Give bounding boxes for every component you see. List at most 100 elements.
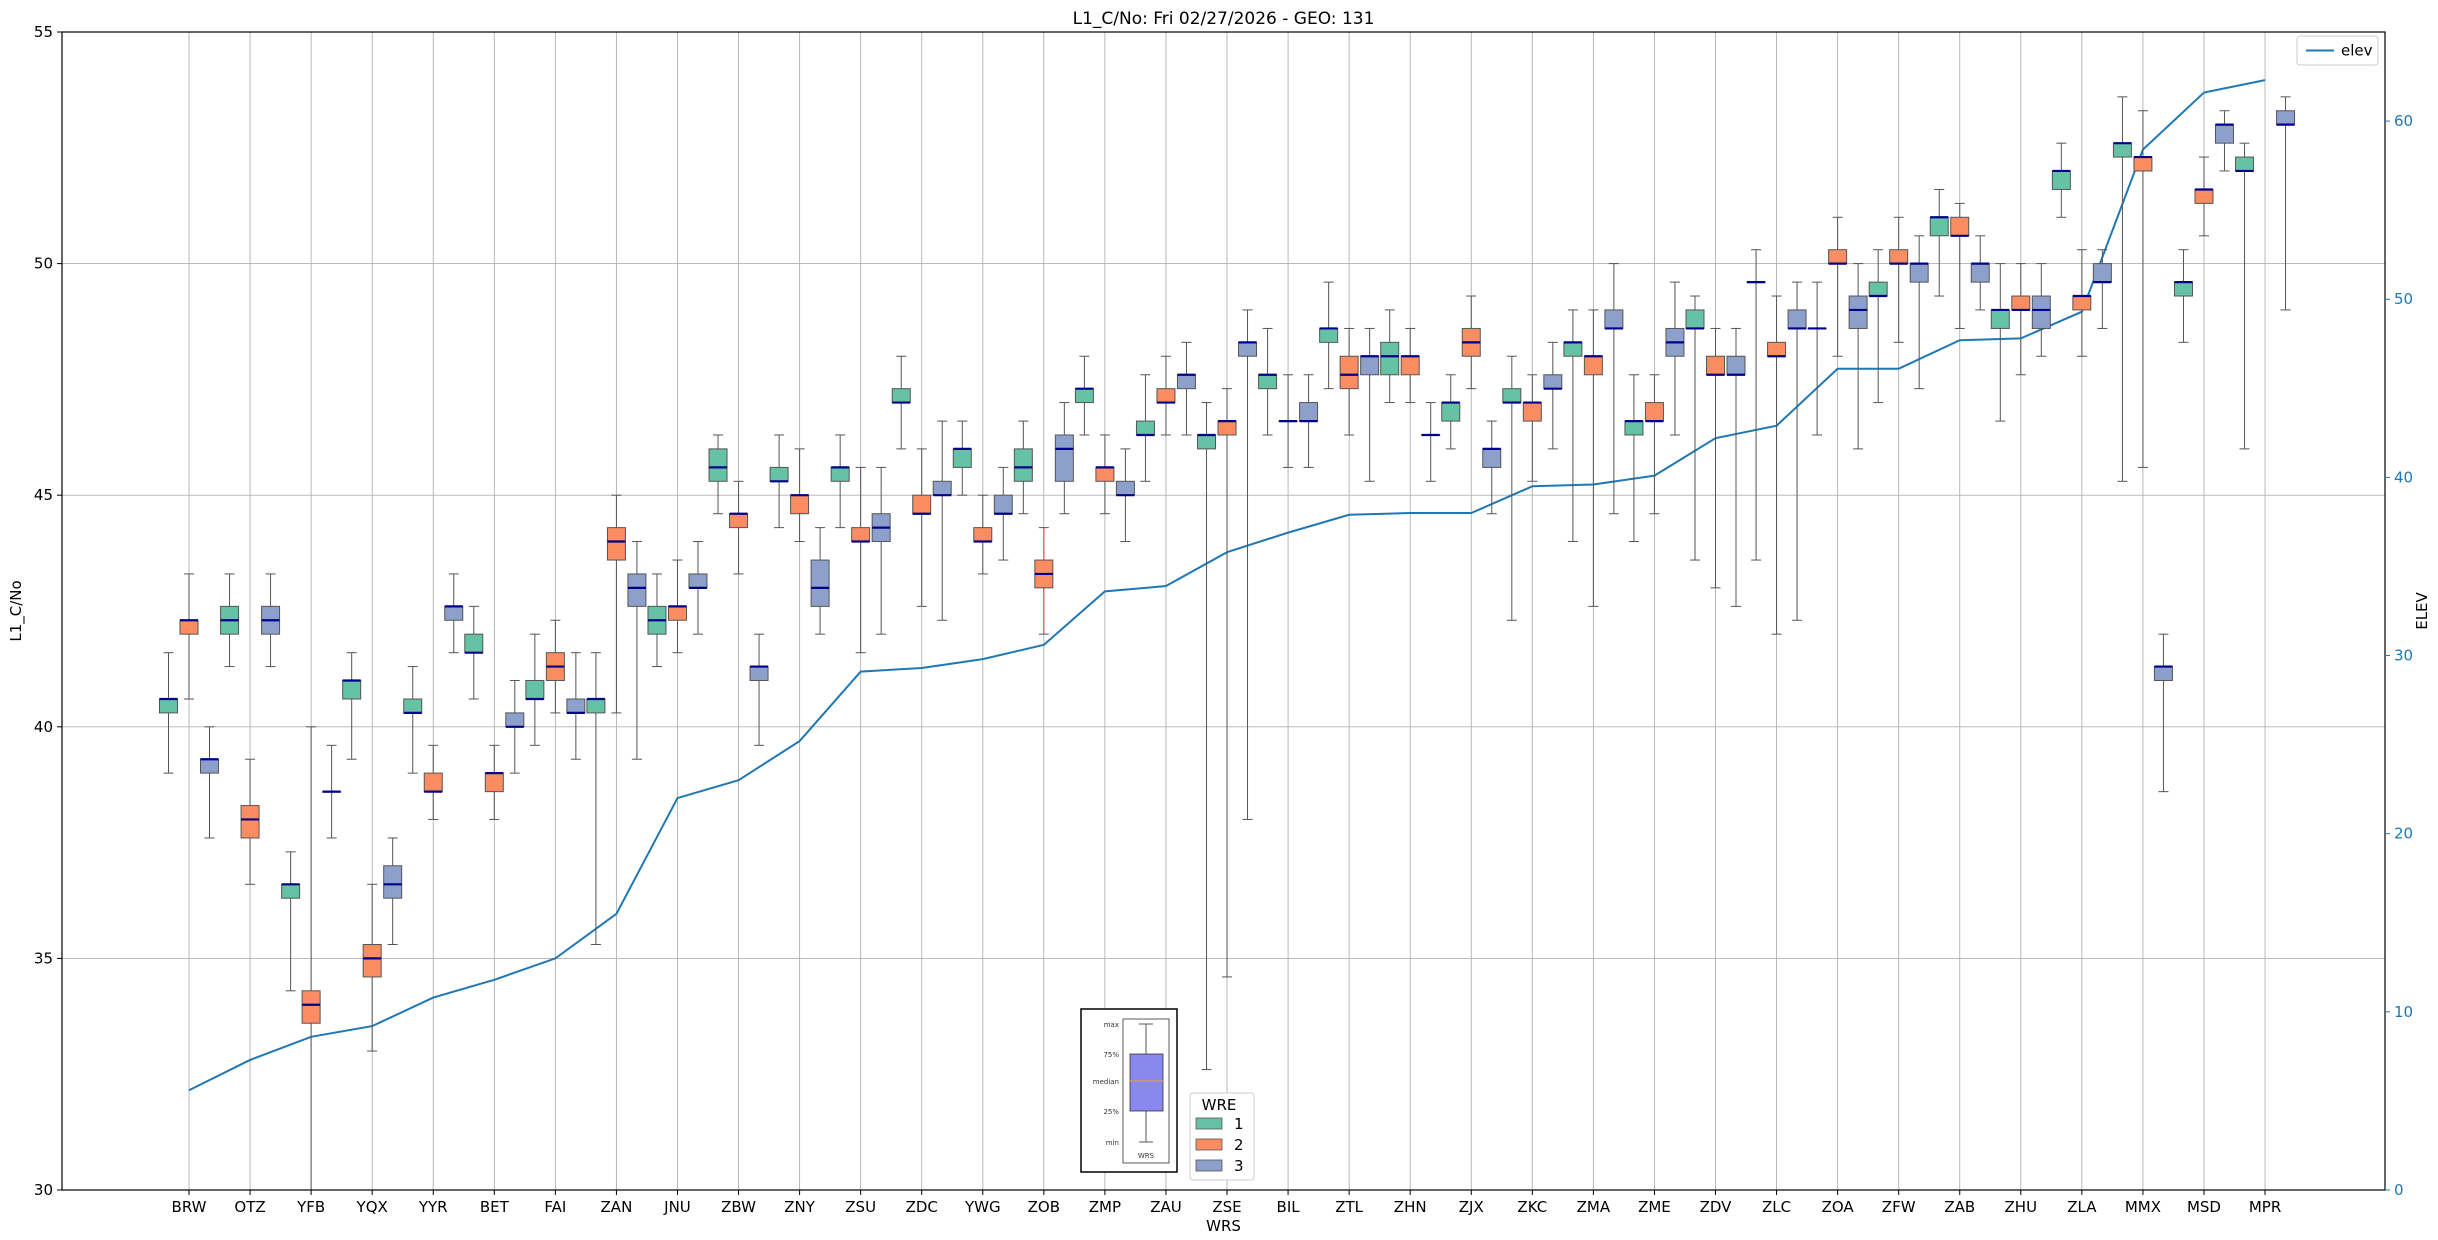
box-body	[1360, 355, 1380, 376]
box-body	[1095, 466, 1115, 482]
box-brw-wre2	[179, 573, 199, 700]
x-tick-label: ZDV	[1700, 1198, 1733, 1216]
box-mmx-wre1	[2112, 96, 2132, 482]
box-msd-wre1	[2173, 249, 2193, 343]
box-body	[301, 990, 321, 1024]
box-bil-wre2	[1278, 374, 1298, 468]
box-body	[1013, 448, 1033, 482]
box-body	[1706, 355, 1725, 376]
box-body	[1929, 216, 1949, 237]
box-zmp-wre3	[1115, 448, 1135, 543]
box-body	[423, 772, 443, 793]
box-body	[1563, 341, 1583, 357]
box-zse-wre2	[1217, 388, 1237, 978]
wre-legend-label-2: 2	[1234, 1136, 1244, 1154]
box-body	[159, 698, 178, 714]
box-zjx-wre3	[1482, 420, 1502, 515]
box-yqx-wre2	[362, 883, 382, 1052]
box-zma-wre3	[1604, 263, 1624, 515]
box-zse-wre1	[1197, 402, 1217, 1071]
box-zny-wre1	[769, 434, 789, 529]
box-body	[179, 619, 199, 635]
elev-legend-label: elev	[2341, 42, 2373, 60]
box-zny-wre3	[810, 527, 830, 635]
x-tick-label: YYR	[418, 1198, 448, 1216]
box-zau-wre3	[1176, 341, 1196, 436]
box-body	[566, 698, 586, 714]
box-zdv-wre1	[1685, 295, 1705, 561]
box-body	[749, 666, 769, 681]
box-body	[1970, 263, 1990, 283]
box-zme-wre1	[1624, 374, 1644, 543]
x-tick-label: ZME	[1638, 1198, 1671, 1216]
box-body	[1176, 374, 1196, 390]
box-zau-wre2	[1156, 355, 1176, 436]
box-mmx-wre3	[2153, 633, 2173, 793]
box-zab-wre3	[1970, 235, 1990, 311]
box-zdc-wre3	[932, 420, 952, 621]
box-body	[1909, 263, 1929, 283]
box-body	[708, 448, 728, 482]
chart-title: L1_C/No: Fri 02/27/2026 - GEO: 131	[1073, 9, 1375, 29]
x-tick-label: BET	[480, 1198, 510, 1216]
box-body	[851, 527, 871, 543]
box-body	[993, 494, 1013, 515]
box-zoa-wre1	[1807, 281, 1827, 436]
box-body	[1685, 309, 1705, 329]
box-body	[1787, 309, 1807, 329]
x-tick-label: BIL	[1277, 1198, 1301, 1216]
box-zfw-wre1	[1868, 249, 1888, 404]
box-body	[383, 865, 403, 899]
box-body	[1522, 402, 1542, 422]
box-body	[1319, 327, 1339, 343]
box-zsu-wre2	[851, 466, 871, 654]
x-tick-label: YFB	[296, 1198, 325, 1216]
box-zla-wre3	[2092, 249, 2112, 329]
box-body	[891, 388, 911, 404]
box-zlc-wre3	[1787, 281, 1807, 621]
y-tick-label: 40	[34, 718, 53, 736]
box-body	[2214, 124, 2234, 144]
x-tick-label: ZLC	[1762, 1198, 1791, 1216]
y-tick-label: 50	[34, 255, 53, 273]
box-body	[769, 466, 789, 482]
box-body	[1156, 388, 1176, 404]
box-yyr-wre1	[403, 666, 423, 774]
box-otz-wre3	[261, 573, 281, 668]
box-zhn-wre3	[1421, 402, 1441, 482]
x-tick-label: JNU	[663, 1198, 691, 1216]
box-body	[1543, 374, 1563, 390]
box-body	[1644, 402, 1664, 422]
box-body	[2112, 142, 2132, 158]
box-mmx-wre2	[2133, 110, 2153, 468]
x-tick-label: ZAB	[1944, 1198, 1975, 1216]
key-label-max: max	[1104, 1021, 1119, 1029]
box-yfb-wre1	[281, 851, 301, 992]
box-ztl-wre3	[1360, 327, 1380, 482]
box-body	[606, 527, 626, 561]
box-zma-wre2	[1583, 309, 1603, 607]
box-body	[830, 466, 850, 482]
x-tick-label: ZLA	[2067, 1198, 2097, 1216]
wre-legend-label-3: 3	[1234, 1157, 1244, 1175]
box-body	[484, 772, 504, 793]
box-body	[1054, 434, 1074, 482]
box-zfw-wre3	[1909, 235, 1929, 390]
box-zsu-wre1	[830, 434, 850, 529]
box-body	[1828, 249, 1848, 265]
y2-tick-label: 30	[2394, 647, 2413, 665]
box-zan-wre2	[606, 494, 626, 714]
box-body	[1258, 374, 1278, 390]
box-ywg-wre3	[993, 466, 1013, 561]
box-bet-wre3	[505, 679, 525, 774]
box-body	[1604, 309, 1624, 329]
box-otz-wre1	[220, 573, 240, 668]
box-body	[2072, 295, 2092, 311]
box-zsu-wre3	[871, 466, 891, 635]
box-yfb-wre2	[301, 726, 321, 1191]
box-zme-wre3	[1665, 281, 1685, 436]
box-jnu-wre1	[647, 573, 667, 668]
x-tick-label: BRW	[172, 1198, 207, 1216]
key-label-75: 75%	[1103, 1051, 1119, 1059]
